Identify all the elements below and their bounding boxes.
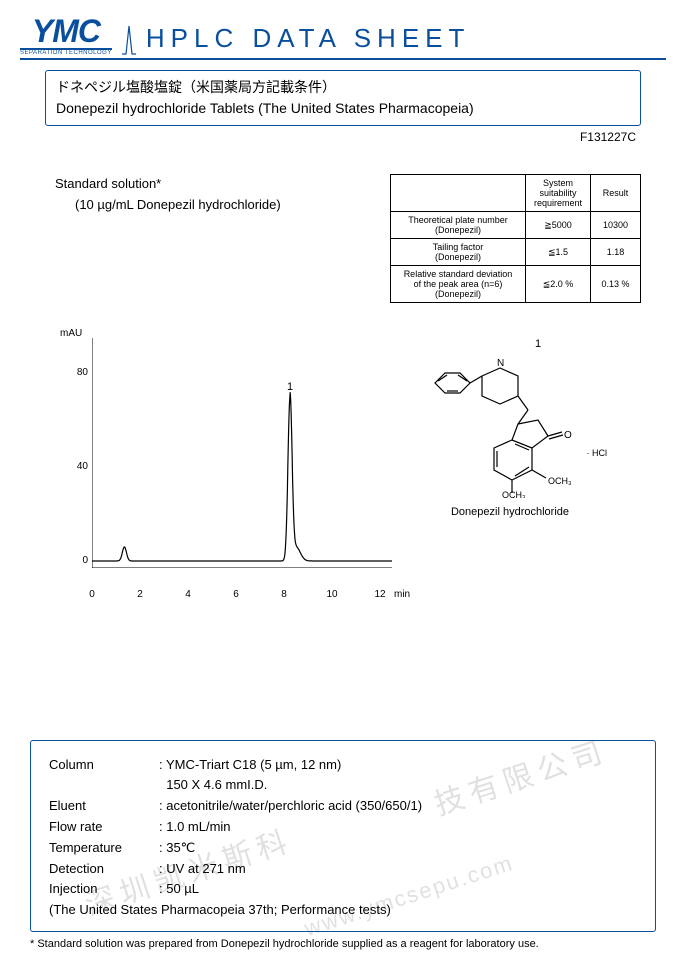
hcl-label: · HCl xyxy=(587,448,608,458)
standard-block: Standard solution* (10 µg/mL Donepezil h… xyxy=(55,174,641,303)
td-label: Relative standard deviation of the peak … xyxy=(390,266,525,303)
header-rule xyxy=(20,58,666,60)
peak-label: 1 xyxy=(287,381,293,393)
param-row: Eluent: acetonitrile/water/perchloric ac… xyxy=(49,796,637,817)
param-row: Detection: UV at 271 nm xyxy=(49,859,637,880)
parameters-box: Column: YMC-Triart C18 (5 µm, 12 nm) 150… xyxy=(30,740,656,932)
compound-name-jp: ドネペジル塩酸塩錠（米国薬局方記載条件） xyxy=(56,77,630,98)
chromatogram-area: 深圳凯米斯科 技有限公司 www.ymcsepu.com mAU 1 N xyxy=(50,328,650,608)
compound-info-box: ドネペジル塩酸塩錠（米国薬局方記載条件） Donepezil hydrochlo… xyxy=(45,70,641,126)
param-val: 150 X 4.6 mmI.D. xyxy=(159,775,267,796)
standard-title: Standard solution* xyxy=(55,174,281,195)
document-code: F131227C xyxy=(0,130,636,144)
td-req: ≦1.5 xyxy=(525,239,590,266)
och3-label: OCH₃ xyxy=(548,476,572,486)
structure-index: 1 xyxy=(535,338,541,350)
header: YMC SEPARATION TECHNOLOGY HPLC DATA SHEE… xyxy=(0,0,686,56)
param-val: : 35℃ xyxy=(159,838,195,859)
th-result: Result xyxy=(591,175,641,212)
table-row: Theoretical plate number (Donepezil) ≧50… xyxy=(390,212,640,239)
td-res: 10300 xyxy=(591,212,641,239)
y-tick: 80 xyxy=(68,367,88,378)
structure-caption: Donepezil hydrochloride xyxy=(415,506,605,518)
logo-text: YMC xyxy=(32,15,100,47)
table-row: Relative standard deviation of the peak … xyxy=(390,266,640,303)
param-row: 150 X 4.6 mmI.D. xyxy=(49,775,637,796)
x-tick: 12 xyxy=(374,589,385,600)
logo: YMC SEPARATION TECHNOLOGY xyxy=(20,15,112,56)
y-tick: 0 xyxy=(68,555,88,566)
x-tick: 8 xyxy=(281,589,287,600)
param-val: : UV at 271 nm xyxy=(159,859,246,880)
th-requirement: System suitability requirement xyxy=(525,175,590,212)
footnote: * Standard solution was prepared from Do… xyxy=(30,938,539,950)
th-blank xyxy=(390,175,525,212)
param-val: : 1.0 mL/min xyxy=(159,817,231,838)
param-key: Flow rate xyxy=(49,817,159,838)
y-tick: 40 xyxy=(68,461,88,472)
compound-name-en: Donepezil hydrochloride Tablets (The Uni… xyxy=(56,98,630,119)
y-axis-label: mAU xyxy=(60,328,82,339)
param-row: Injection: 50 µL xyxy=(49,879,637,900)
param-key: Column xyxy=(49,755,159,776)
table-header-row: System suitability requirement Result xyxy=(390,175,640,212)
param-val: : 50 µL xyxy=(159,879,199,900)
param-key xyxy=(49,775,159,796)
och3-label: OCH₃ xyxy=(502,490,526,498)
chromatogram-svg xyxy=(92,338,392,568)
suitability-table: System suitability requirement Result Th… xyxy=(390,174,641,303)
param-key: Injection xyxy=(49,879,159,900)
td-label: Theoretical plate number (Donepezil) xyxy=(390,212,525,239)
standard-solution-text: Standard solution* (10 µg/mL Donepezil h… xyxy=(55,174,281,216)
param-val: : acetonitrile/water/perchloric acid (35… xyxy=(159,796,422,817)
td-res: 1.18 xyxy=(591,239,641,266)
table-row: Tailing factor (Donepezil) ≦1.5 1.18 xyxy=(390,239,640,266)
o-label: O xyxy=(564,430,572,441)
td-req: ≦2.0 % xyxy=(525,266,590,303)
logo-subtitle: SEPARATION TECHNOLOGY xyxy=(20,50,112,56)
page-title: HPLC DATA SHEET xyxy=(146,23,471,56)
x-tick: 6 xyxy=(233,589,239,600)
td-label: Tailing factor (Donepezil) xyxy=(390,239,525,266)
param-key: Temperature xyxy=(49,838,159,859)
svg-text:N: N xyxy=(497,358,504,369)
structure-svg: N O OCH₃ OCH₃ xyxy=(420,348,600,498)
peak-icon xyxy=(120,20,138,56)
standard-sub: (10 µg/mL Donepezil hydrochloride) xyxy=(55,195,281,216)
structure-area: 1 N xyxy=(415,348,605,518)
param-row: Column: YMC-Triart C18 (5 µm, 12 nm) xyxy=(49,755,637,776)
x-tick: 4 xyxy=(185,589,191,600)
param-row: Temperature: 35℃ xyxy=(49,838,637,859)
param-row: Flow rate: 1.0 mL/min xyxy=(49,817,637,838)
td-req: ≧5000 xyxy=(525,212,590,239)
x-axis-unit: min xyxy=(394,589,410,600)
param-key: Eluent xyxy=(49,796,159,817)
param-val: : YMC-Triart C18 (5 µm, 12 nm) xyxy=(159,755,341,776)
x-tick: 10 xyxy=(326,589,337,600)
td-res: 0.13 % xyxy=(591,266,641,303)
param-key: Detection xyxy=(49,859,159,880)
param-note: (The United States Pharmacopeia 37th; Pe… xyxy=(49,900,637,921)
x-tick: 0 xyxy=(89,589,95,600)
x-tick: 2 xyxy=(137,589,143,600)
